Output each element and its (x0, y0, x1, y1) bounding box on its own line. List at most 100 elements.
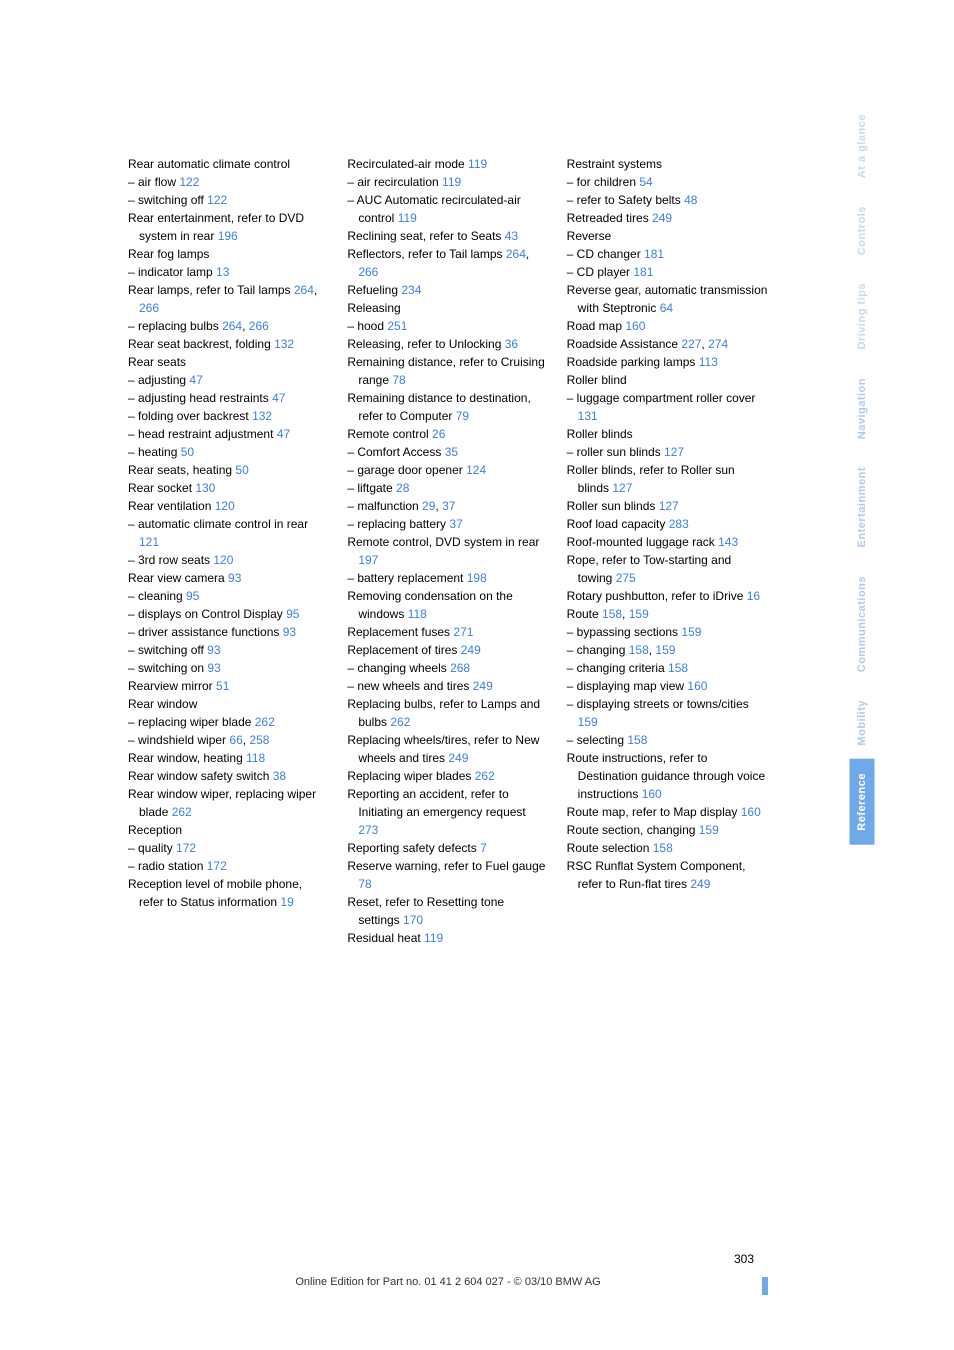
page-ref-link[interactable]: 113 (699, 355, 718, 369)
page-ref-link[interactable]: 197 (358, 553, 378, 567)
page-ref-link[interactable]: 119 (442, 175, 461, 189)
page-ref-link[interactable]: 13 (216, 265, 229, 279)
side-tab[interactable]: Navigation (850, 364, 875, 453)
page-ref-link[interactable]: 160 (625, 319, 645, 333)
page-ref-link[interactable]: 160 (741, 805, 761, 819)
page-ref-link[interactable]: 143 (718, 535, 738, 549)
side-tab[interactable]: Entertainment (850, 453, 875, 561)
page-ref-link[interactable]: 196 (218, 229, 238, 243)
page-ref-link[interactable]: 264 (222, 319, 242, 333)
page-ref-link[interactable]: 158 (627, 733, 647, 747)
page-ref-link[interactable]: 7 (480, 841, 487, 855)
page-ref-link[interactable]: 249 (473, 679, 493, 693)
side-tab[interactable]: At a glance (850, 100, 875, 192)
page-ref-link[interactable]: 258 (249, 733, 269, 747)
page-ref-link[interactable]: 120 (215, 499, 235, 513)
page-ref-link[interactable]: 78 (358, 877, 371, 891)
page-ref-link[interactable]: 266 (139, 301, 159, 315)
page-ref-link[interactable]: 118 (408, 607, 427, 621)
page-ref-link[interactable]: 249 (461, 643, 481, 657)
page-ref-link[interactable]: 122 (207, 193, 227, 207)
page-ref-link[interactable]: 172 (207, 859, 227, 873)
page-ref-link[interactable]: 93 (207, 661, 220, 675)
page-ref-link[interactable]: 181 (644, 247, 664, 261)
page-ref-link[interactable]: 36 (505, 337, 518, 351)
page-ref-link[interactable]: 19 (280, 895, 293, 909)
page-ref-link[interactable]: 93 (207, 643, 220, 657)
page-ref-link[interactable]: 249 (690, 877, 710, 891)
page-ref-link[interactable]: 79 (456, 409, 469, 423)
side-tab[interactable]: Communications (850, 562, 875, 686)
page-ref-link[interactable]: 121 (139, 535, 159, 549)
page-ref-link[interactable]: 131 (578, 409, 598, 423)
page-ref-link[interactable]: 120 (213, 553, 233, 567)
side-tab[interactable]: Controls (850, 192, 875, 269)
page-ref-link[interactable]: 50 (235, 463, 248, 477)
page-ref-link[interactable]: 132 (274, 337, 294, 351)
page-ref-link[interactable]: 159 (699, 823, 719, 837)
page-ref-link[interactable]: 48 (684, 193, 697, 207)
page-ref-link[interactable]: 26 (432, 427, 445, 441)
page-ref-link[interactable]: 251 (387, 319, 407, 333)
page-ref-link[interactable]: 172 (176, 841, 196, 855)
page-ref-link[interactable]: 160 (642, 787, 662, 801)
page-ref-link[interactable]: 283 (669, 517, 689, 531)
page-ref-link[interactable]: 95 (186, 589, 199, 603)
page-ref-link[interactable]: 29 (422, 499, 435, 513)
page-ref-link[interactable]: 158 (668, 661, 688, 675)
page-ref-link[interactable]: 262 (475, 769, 495, 783)
page-ref-link[interactable]: 275 (616, 571, 636, 585)
page-ref-link[interactable]: 50 (181, 445, 194, 459)
page-ref-link[interactable]: 119 (468, 157, 487, 171)
side-tab[interactable]: Mobility (850, 686, 875, 760)
page-ref-link[interactable]: 158 (629, 643, 649, 657)
page-ref-link[interactable]: 43 (505, 229, 518, 243)
page-ref-link[interactable]: 38 (273, 769, 286, 783)
page-ref-link[interactable]: 271 (453, 625, 473, 639)
page-ref-link[interactable]: 159 (681, 625, 701, 639)
page-ref-link[interactable]: 274 (708, 337, 728, 351)
page-ref-link[interactable]: 119 (424, 931, 443, 945)
page-ref-link[interactable]: 64 (660, 301, 673, 315)
page-ref-link[interactable]: 160 (687, 679, 707, 693)
page-ref-link[interactable]: 127 (664, 445, 684, 459)
page-ref-link[interactable]: 51 (216, 679, 229, 693)
page-ref-link[interactable]: 124 (466, 463, 486, 477)
page-ref-link[interactable]: 264 (506, 247, 526, 261)
page-ref-link[interactable]: 66 (229, 733, 242, 747)
page-ref-link[interactable]: 266 (358, 265, 378, 279)
page-ref-link[interactable]: 54 (639, 175, 652, 189)
page-ref-link[interactable]: 181 (633, 265, 653, 279)
page-ref-link[interactable]: 198 (467, 571, 487, 585)
page-ref-link[interactable]: 264 (294, 283, 314, 297)
page-ref-link[interactable]: 130 (195, 481, 215, 495)
page-ref-link[interactable]: 159 (629, 607, 649, 621)
page-ref-link[interactable]: 170 (403, 913, 423, 927)
page-ref-link[interactable]: 266 (249, 319, 269, 333)
page-ref-link[interactable]: 158 (602, 607, 622, 621)
page-ref-link[interactable]: 28 (396, 481, 409, 495)
page-ref-link[interactable]: 35 (445, 445, 458, 459)
page-ref-link[interactable]: 234 (401, 283, 421, 297)
page-ref-link[interactable]: 273 (358, 823, 378, 837)
side-tab[interactable]: Driving tips (850, 269, 875, 364)
page-ref-link[interactable]: 249 (652, 211, 672, 225)
page-ref-link[interactable]: 118 (246, 751, 265, 765)
page-ref-link[interactable]: 268 (450, 661, 470, 675)
page-ref-link[interactable]: 122 (179, 175, 199, 189)
page-ref-link[interactable]: 249 (448, 751, 468, 765)
page-ref-link[interactable]: 78 (392, 373, 405, 387)
page-ref-link[interactable]: 158 (653, 841, 673, 855)
page-ref-link[interactable]: 37 (449, 517, 462, 531)
page-ref-link[interactable]: 159 (578, 715, 598, 729)
page-ref-link[interactable]: 47 (277, 427, 290, 441)
page-ref-link[interactable]: 37 (442, 499, 455, 513)
page-ref-link[interactable]: 47 (189, 373, 202, 387)
page-ref-link[interactable]: 95 (286, 607, 299, 621)
page-ref-link[interactable]: 227 (681, 337, 701, 351)
page-ref-link[interactable]: 119 (398, 211, 417, 225)
page-ref-link[interactable]: 127 (612, 481, 632, 495)
page-ref-link[interactable]: 16 (747, 589, 760, 603)
page-ref-link[interactable]: 93 (283, 625, 296, 639)
page-ref-link[interactable]: 132 (252, 409, 272, 423)
